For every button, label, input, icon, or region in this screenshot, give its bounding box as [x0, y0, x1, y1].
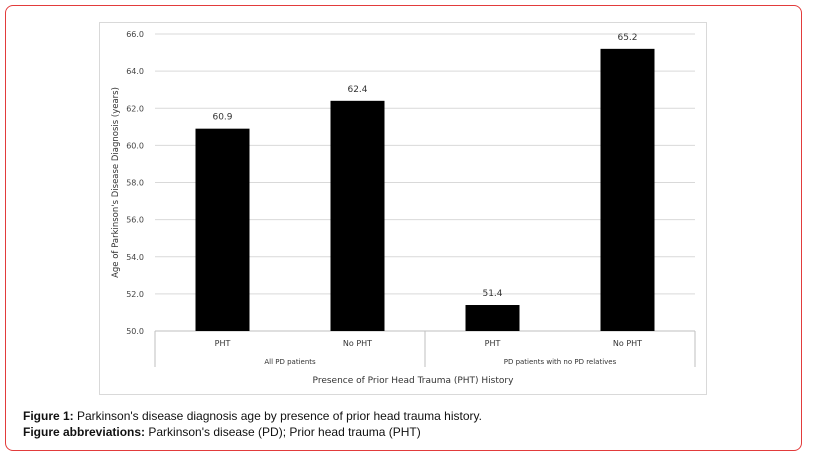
y-tick-label: 58.0 — [126, 179, 144, 188]
figure-frame — [5, 5, 802, 451]
y-tick-label: 52.0 — [126, 290, 144, 299]
caption-line-2: Figure abbreviations: Parkinson's diseas… — [23, 425, 421, 439]
y-tick-label: 60.0 — [126, 141, 144, 150]
x-category-label: PHT — [215, 339, 231, 348]
bar — [330, 100, 385, 331]
x-axis-title: Presence of Prior Head Trauma (PHT) Hist… — [313, 376, 515, 386]
data-label: 65.2 — [617, 33, 637, 43]
y-tick-label: 66.0 — [126, 30, 144, 39]
data-label: 60.9 — [212, 113, 232, 123]
x-category-label: No PHT — [613, 339, 642, 348]
y-axis-title: Age of Parkinson's Disease Diagnosis (ye… — [111, 87, 121, 278]
y-tick-label: 50.0 — [126, 327, 144, 336]
y-tick-label: 54.0 — [126, 253, 144, 262]
y-tick-label: 62.0 — [126, 104, 144, 113]
x-group-label: PD patients with no PD relatives — [504, 358, 617, 366]
x-group-label: All PD patients — [264, 358, 316, 366]
data-label: 62.4 — [347, 85, 367, 95]
y-tick-label: 64.0 — [126, 67, 144, 76]
bar — [195, 128, 250, 331]
x-category-label: No PHT — [343, 339, 372, 348]
bar — [465, 305, 520, 331]
y-tick-label: 56.0 — [126, 216, 144, 225]
bar — [600, 48, 655, 331]
x-category-label: PHT — [485, 339, 501, 348]
figure-caption: Figure 1: Parkinson's disease diagnosis … — [23, 408, 482, 440]
caption-line-1: Figure 1: Parkinson's disease diagnosis … — [23, 409, 482, 423]
data-label: 51.4 — [482, 289, 502, 299]
